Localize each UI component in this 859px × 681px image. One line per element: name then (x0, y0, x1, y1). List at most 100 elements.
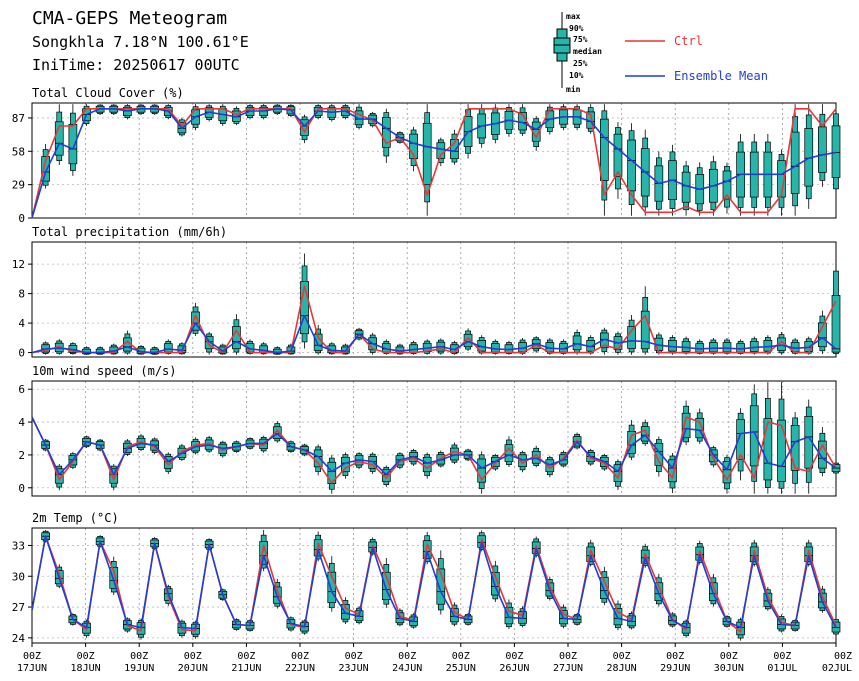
x-tick-date: 27JUN (553, 663, 583, 674)
box-inner (54, 121, 64, 156)
ensemble-box (668, 452, 677, 494)
ensemble-box (804, 399, 814, 494)
x-tick-hour: 00Z (130, 651, 148, 662)
x-tick-hour: 00Z (77, 651, 95, 662)
x-tick-date: 18JUN (71, 663, 101, 674)
y-tick-label: 12 (12, 258, 25, 271)
box-inner (627, 139, 636, 192)
box-inner (599, 118, 609, 181)
x-tick-hour: 00Z (291, 651, 309, 662)
ensemble-box (341, 452, 350, 479)
ensemble-box (300, 114, 309, 144)
ensemble-box (477, 451, 487, 494)
ensemble-mean-line (31, 535, 837, 630)
box-inner (54, 468, 64, 484)
box-inner (818, 126, 827, 173)
x-tick-date: 02JUL (822, 663, 852, 674)
box-inner (204, 335, 214, 350)
panel-wind-speed: 10m wind speed (m/s) 0 2 4 6 (18, 364, 841, 497)
ensemble-mean-line (31, 108, 837, 219)
ensemble-box (422, 339, 432, 355)
box-inner (749, 341, 759, 352)
ensemble-mean-line (31, 416, 837, 476)
y-tick-label: 4 (18, 317, 25, 330)
x-tick-date: 01JUL (767, 663, 797, 674)
x-tick-date: 23JUN (339, 663, 369, 674)
ensemble-box (818, 104, 827, 187)
legend-label-p75: 75% (573, 35, 588, 44)
box-inner (354, 110, 364, 126)
y-tick-label: 6 (18, 383, 25, 396)
y-tick-label: 29 (12, 179, 25, 192)
box-inner (409, 133, 418, 160)
box-inner (463, 333, 473, 348)
box-inner (41, 156, 50, 182)
ensemble-box (818, 310, 827, 354)
series-legend: Ctrl Ensemble Mean (625, 34, 768, 83)
box-inner (831, 125, 841, 178)
ensemble-box (695, 408, 705, 444)
ensemble-box (68, 104, 78, 176)
box-inner (640, 426, 650, 442)
legend-label-p90: 90% (569, 24, 584, 33)
box-inner (818, 440, 827, 469)
box-inner (599, 577, 609, 599)
ensemble-box (640, 419, 650, 446)
y-tick-label: 58 (12, 145, 25, 158)
ensemble-box (95, 346, 105, 355)
panel-temperature: 2m Temp (°C) 24 27 30 33 (12, 511, 841, 645)
x-tick-hour: 00Z (559, 651, 577, 662)
ensemble-box (259, 530, 269, 572)
y-tick-label: 0 (18, 212, 25, 225)
x-tick-date: 17JUN (17, 663, 47, 674)
box-inner (831, 295, 841, 353)
x-tick-date: 30JUN (714, 663, 744, 674)
box-inner (450, 139, 459, 160)
legend-mean-label: Ensemble Mean (674, 69, 768, 83)
y-tick-label: 0 (18, 482, 25, 495)
box-inner (777, 160, 786, 198)
panel-precipitation: Total precipitation (mm/6h) 0 4 8 12 (12, 225, 841, 360)
box-inner (477, 458, 487, 483)
ensemble-box (831, 251, 841, 355)
ensemble-box (613, 459, 623, 491)
box-inner (109, 566, 119, 589)
y-tick-label: 30 (12, 570, 25, 583)
y-tick-label: 0 (18, 347, 25, 360)
ensemble-mean-line (31, 314, 837, 354)
x-tick-hour: 00Z (452, 651, 470, 662)
legend-label-p10: 10% (569, 71, 584, 80)
station-location: Songkhla 7.18°N 100.61°E (32, 33, 249, 51)
x-tick-hour: 00Z (345, 651, 363, 662)
box-inner (681, 412, 691, 439)
ensemble-box (163, 339, 173, 355)
x-tick-date: 28JUN (607, 663, 637, 674)
ensemble-box (613, 122, 623, 199)
ensemble-box (272, 421, 282, 443)
x-tick-hour: 00Z (720, 651, 738, 662)
x-tick-hour: 00Z (505, 651, 523, 662)
meteogram-title: CMA-GEPS Meteogram (32, 8, 228, 29)
box-inner (163, 456, 173, 469)
ensemble-box (572, 329, 582, 355)
ensemble-box (722, 162, 732, 214)
ensemble-box (327, 454, 337, 494)
panel-title: Total precipitation (mm/6h) (32, 225, 227, 239)
x-tick-hour: 00Z (613, 651, 631, 662)
ctrl-line (31, 416, 837, 484)
box-inner (300, 119, 309, 136)
boxplot-legend: max 90% 75% median 25% 10% min (553, 12, 602, 94)
legend-label-median: median (573, 46, 602, 56)
ensemble-box (123, 330, 132, 355)
ensemble-box (736, 408, 745, 481)
legend-label-min: min (566, 84, 581, 94)
box-inner (422, 122, 432, 186)
panel-frame (31, 380, 837, 497)
x-tick-date: 19JUN (124, 663, 154, 674)
box-inner (709, 342, 718, 353)
ensemble-box (681, 400, 691, 446)
y-tick-label: 24 (12, 632, 26, 645)
x-tick-hour: 00Z (666, 651, 684, 662)
ensemble-box (68, 342, 78, 355)
box-inner (668, 459, 677, 483)
